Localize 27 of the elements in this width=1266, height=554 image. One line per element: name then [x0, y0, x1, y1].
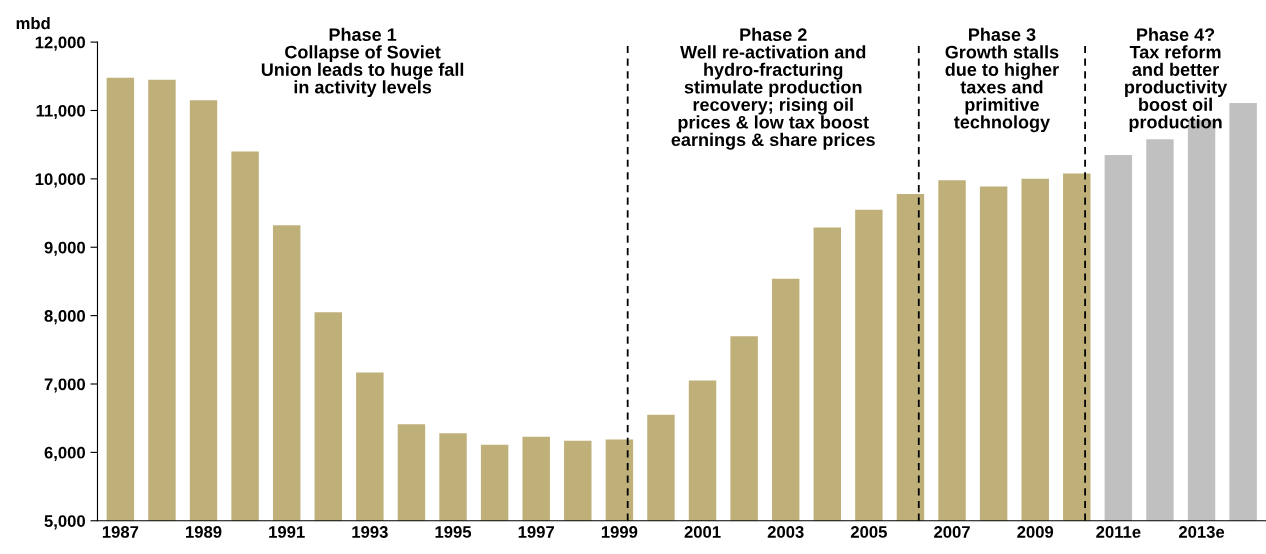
x-tick-label: 1987: [102, 526, 139, 538]
x-tick-label: 1991: [269, 526, 305, 538]
x-tick-label: 1995: [435, 526, 472, 538]
x-tick-label: 1989: [186, 526, 222, 538]
y-tick-label: 7,000: [44, 378, 85, 393]
x-tick-label: 2007: [934, 526, 970, 538]
y-tick-label: 8,000: [44, 310, 85, 325]
y-axis-title: mbd: [16, 16, 50, 30]
annotation: Phase 4? Tax reform and better productivity boost oil production: [1125, 27, 1228, 132]
x-tick-label: 2001: [684, 526, 721, 538]
x-tick-label: 1999: [601, 526, 638, 538]
x-tick-label: 1993: [352, 526, 388, 538]
annotation: Phase 2 Well re-activation and hydro-fracturing stimulate production recovery; rising oil prices & low tax boost earnings & share prices: [671, 27, 875, 150]
x-tick-label: 2005: [850, 526, 887, 538]
annotation: Phase 1 Collapse of Soviet Union leads to huge fall in activity levels: [261, 27, 464, 98]
y-tick-label: 5,000: [44, 515, 85, 530]
x-tick-label: 2013e: [1178, 526, 1225, 538]
y-tick-label: 11,000: [36, 104, 85, 120]
y-tick-label: 6,000: [44, 446, 85, 461]
x-tick-label: 2011e: [1096, 526, 1141, 538]
y-tick-label: 9,000: [44, 241, 85, 256]
y-tick-label: 12,000: [35, 36, 85, 51]
x-tick-label: 2003: [767, 526, 804, 538]
annotation: Phase 3 Growth stalls due to higher taxes and primitive technology: [945, 27, 1059, 133]
x-tick-label: 2009: [1017, 526, 1054, 538]
y-tick-label: 10,000: [35, 173, 85, 188]
x-tick-label: 1997: [518, 526, 554, 538]
